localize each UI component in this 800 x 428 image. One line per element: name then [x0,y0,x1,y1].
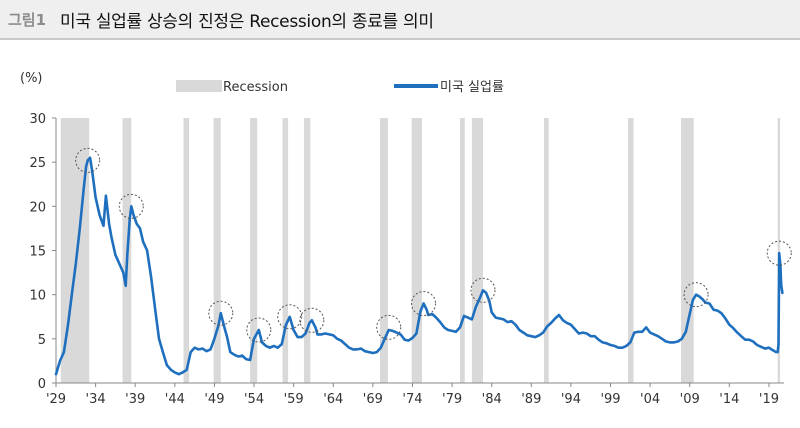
axes: 0 5 10 15 20 25 30 '29 '34 '39 '44 '49 '54 '59 '64 '69 '… [29,112,784,407]
y-tick-label: 5 [38,333,46,348]
x-tick-label: '74 [402,392,422,407]
y-tick-label: 15 [29,245,46,260]
x-tick-label: '54 [244,392,264,407]
legend: Recession 미국 실업률 [176,80,504,95]
peak-marker-circle [75,147,101,173]
x-tick-label: '79 [442,392,462,407]
title-bar: 그림1 미국 실업률 상승의 진정은 Recession의 종료를 의미 [0,0,800,40]
x-tick-label: '69 [363,392,383,407]
y-tick-label: 25 [29,156,46,171]
peak-marker-circle [411,291,437,316]
recession-band [183,118,190,383]
recession-band [543,118,549,383]
recession-band [777,118,781,383]
x-tick-label: '29 [46,392,66,407]
x-tick-label: '84 [482,392,502,407]
recession-band [460,118,465,383]
peak-marker-circle [208,300,234,326]
series-lines [54,156,784,376]
peak-marker-circle [683,282,709,308]
y-tick-label: 20 [29,200,46,215]
series-line [54,156,784,376]
recession-band [213,118,221,383]
legend-recession-swatch [176,80,222,92]
recession-bands [60,118,781,383]
figure-label: 그림1 [8,10,47,29]
x-tick-label: '04 [640,392,660,407]
x-tick-label: '14 [719,392,739,407]
x-tick-label: '39 [125,392,145,407]
peak-marker-circle [470,277,496,303]
x-tick-label: '09 [680,392,700,407]
peak-marker-circle [118,193,144,219]
peak-marker-circle [246,317,272,343]
legend-recession-label: Recession [223,80,288,95]
recession-band [303,118,311,383]
x-tick-label: '89 [521,392,541,407]
y-axis-unit-label: (%) [20,71,43,86]
peak-marker-circle [376,314,402,340]
recession-band [411,118,422,383]
x-tick-label: '34 [86,392,106,407]
x-tick-label: '49 [204,392,224,407]
recession-band [282,118,289,383]
peak-marker-circle [277,304,303,330]
recession-band [379,118,388,383]
y-tick-label: 30 [29,112,46,127]
y-tick-label: 0 [38,377,46,392]
recession-band [250,118,258,383]
x-tick-label: '94 [561,392,581,407]
figure-title: 미국 실업률 상승의 진정은 Recession의 종료를 의미 [60,11,434,32]
recession-band [681,118,694,383]
x-tick-label: '99 [600,392,620,407]
x-tick-label: '44 [165,392,185,407]
recession-band [627,118,634,383]
x-tick-label: '59 [284,392,304,407]
recession-band [471,118,483,383]
peak-marker-circle [766,240,792,266]
legend-series-label: 미국 실업률 [440,80,504,95]
peak-markers [75,147,792,343]
y-tick-label: 10 [29,289,46,304]
x-tick-label: '19 [759,392,779,407]
peak-marker-circle [299,307,325,333]
x-tick-label: '64 [323,392,343,407]
